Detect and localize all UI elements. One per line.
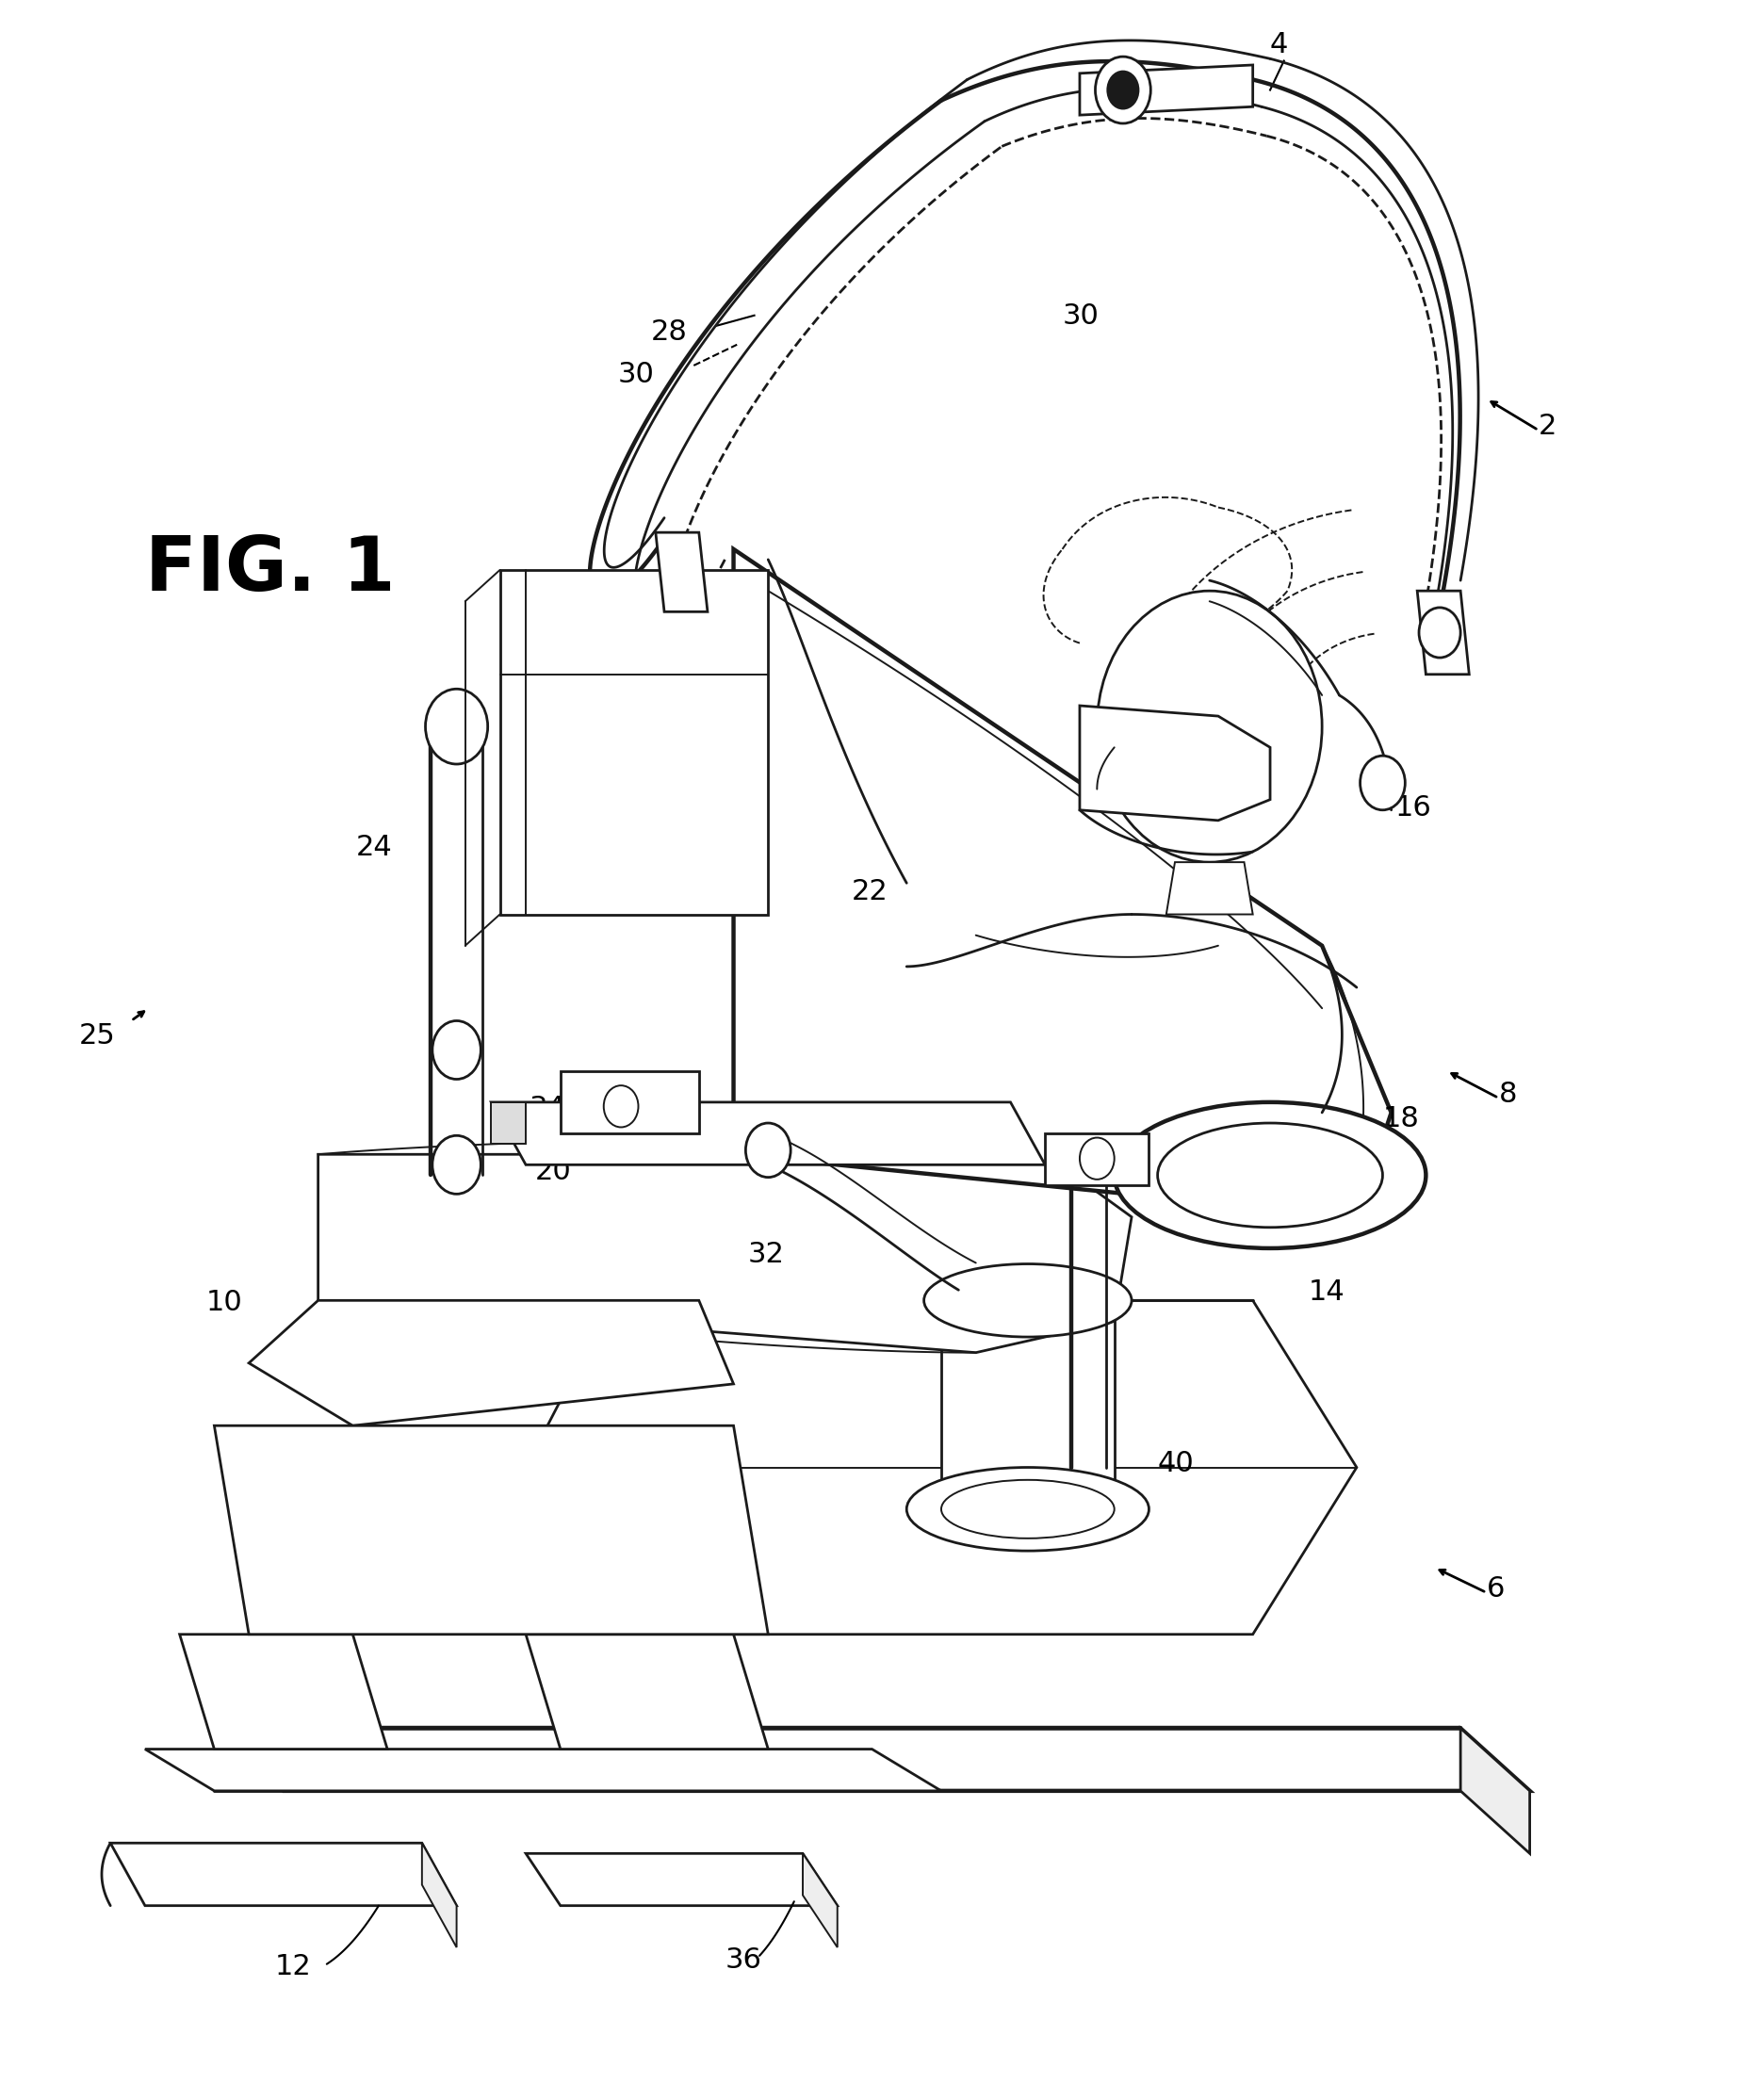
Text: 34: 34 bbox=[528, 1094, 565, 1121]
Circle shape bbox=[426, 689, 488, 764]
Ellipse shape bbox=[924, 1264, 1132, 1338]
Circle shape bbox=[1107, 71, 1139, 109]
Polygon shape bbox=[1080, 706, 1270, 821]
Polygon shape bbox=[1167, 863, 1252, 914]
Polygon shape bbox=[110, 1844, 457, 1905]
Text: 24: 24 bbox=[356, 834, 392, 861]
Text: 4: 4 bbox=[1270, 32, 1289, 59]
Circle shape bbox=[433, 1021, 481, 1079]
Polygon shape bbox=[560, 1071, 699, 1134]
Text: 30: 30 bbox=[1062, 302, 1099, 330]
Text: 18: 18 bbox=[1383, 1105, 1420, 1132]
Polygon shape bbox=[734, 548, 1392, 1218]
Ellipse shape bbox=[907, 1468, 1149, 1552]
Text: 2: 2 bbox=[1538, 414, 1557, 441]
Text: 25: 25 bbox=[78, 1023, 115, 1050]
Text: 20: 20 bbox=[534, 1157, 570, 1184]
Circle shape bbox=[746, 1124, 790, 1178]
Polygon shape bbox=[1460, 1728, 1529, 1854]
Polygon shape bbox=[215, 1728, 1529, 1791]
Polygon shape bbox=[1080, 65, 1252, 116]
Circle shape bbox=[1097, 590, 1322, 863]
Ellipse shape bbox=[1158, 1124, 1383, 1226]
Polygon shape bbox=[656, 533, 708, 611]
Circle shape bbox=[1420, 607, 1460, 657]
Circle shape bbox=[1360, 756, 1406, 811]
Text: 28: 28 bbox=[651, 319, 687, 347]
Polygon shape bbox=[1045, 1134, 1149, 1186]
Polygon shape bbox=[1418, 590, 1468, 674]
Polygon shape bbox=[527, 1300, 1357, 1634]
Ellipse shape bbox=[1114, 1103, 1427, 1247]
Text: 36: 36 bbox=[726, 1947, 762, 1974]
Text: 12: 12 bbox=[276, 1953, 312, 1980]
Polygon shape bbox=[501, 569, 767, 914]
Polygon shape bbox=[249, 1300, 734, 1426]
Text: 6: 6 bbox=[1486, 1575, 1505, 1602]
Text: 22: 22 bbox=[851, 878, 888, 905]
Polygon shape bbox=[180, 1634, 387, 1749]
Polygon shape bbox=[802, 1854, 837, 1947]
Text: 8: 8 bbox=[1498, 1082, 1517, 1109]
Text: 16: 16 bbox=[1395, 794, 1432, 821]
Circle shape bbox=[433, 1136, 481, 1195]
Circle shape bbox=[1095, 57, 1151, 124]
Text: 32: 32 bbox=[748, 1241, 785, 1268]
Polygon shape bbox=[527, 1854, 837, 1905]
Text: 10: 10 bbox=[206, 1289, 242, 1317]
Circle shape bbox=[1080, 1138, 1114, 1180]
Text: 30: 30 bbox=[617, 361, 654, 388]
Polygon shape bbox=[145, 1749, 942, 1791]
Ellipse shape bbox=[942, 1480, 1114, 1539]
Circle shape bbox=[603, 1086, 638, 1128]
Text: 26: 26 bbox=[1059, 1508, 1095, 1535]
Polygon shape bbox=[492, 1103, 1045, 1166]
Text: FIG. 1: FIG. 1 bbox=[145, 533, 396, 607]
Text: 14: 14 bbox=[1308, 1279, 1345, 1306]
Polygon shape bbox=[422, 1844, 457, 1947]
Polygon shape bbox=[215, 1426, 767, 1634]
Polygon shape bbox=[492, 1103, 527, 1145]
Polygon shape bbox=[942, 1300, 1114, 1510]
Polygon shape bbox=[527, 1634, 767, 1749]
Polygon shape bbox=[317, 1155, 1132, 1352]
Text: 40: 40 bbox=[1158, 1449, 1195, 1476]
